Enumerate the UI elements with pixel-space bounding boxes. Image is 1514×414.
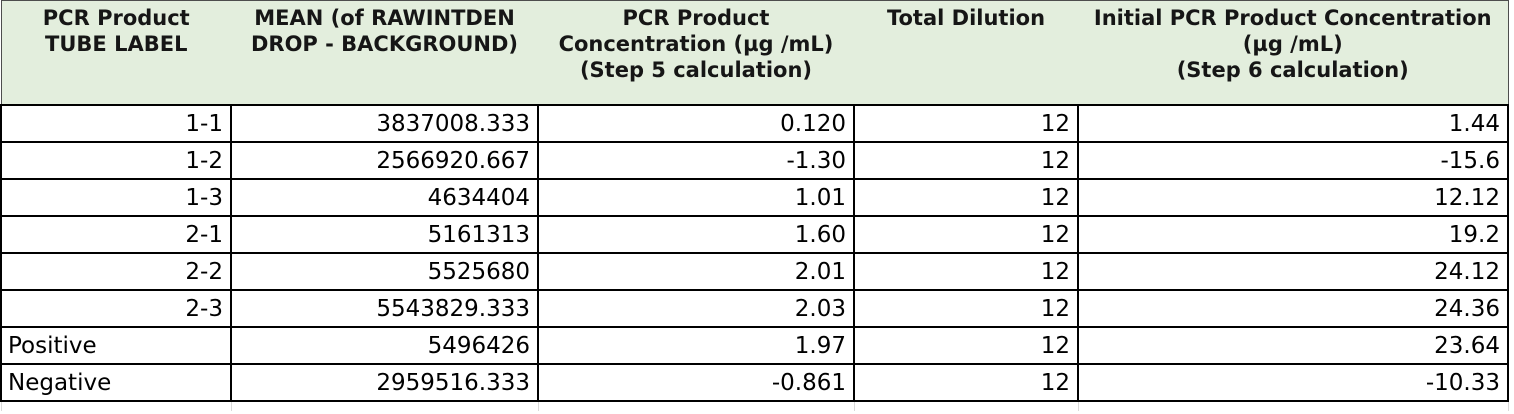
cell-initial-concentration[interactable]: 1.44 [1077,104,1509,143]
empty-cell[interactable] [0,400,232,411]
cell-total-dilution[interactable]: 12 [853,289,1079,328]
cell-total-dilution[interactable]: 12 [853,363,1079,402]
header-line: PCR Product [42,6,190,30]
header-line: (µg /mL) [1242,32,1343,56]
cell-pcr-concentration[interactable]: 1.01 [537,178,855,217]
cell-initial-concentration[interactable]: 24.36 [1077,289,1509,328]
table-row: 1-1 3837008.333 0.120 12 1.44 [0,104,1509,143]
header-line: Initial PCR Product Concentration [1093,6,1492,30]
cell-total-dilution[interactable]: 12 [853,215,1079,254]
header-line: DROP - BACKGROUND) [250,32,519,56]
header-line: (Step 5 calculation) [579,58,813,82]
cell-tube-label[interactable]: 1-1 [0,104,232,143]
header-line: Concentration (µg /mL) [558,32,834,56]
cell-initial-concentration[interactable]: 12.12 [1077,178,1509,217]
cell-mean[interactable]: 2959516.333 [230,363,539,402]
cell-total-dilution[interactable]: 12 [853,252,1079,291]
header-line: TUBE LABEL [45,32,188,56]
cell-mean[interactable]: 5161313 [230,215,539,254]
cell-total-dilution[interactable]: 12 [853,104,1079,143]
column-header-mean[interactable]: MEAN (of RAWINTDEN DROP - BACKGROUND) [231,0,538,105]
empty-cell[interactable] [537,400,855,411]
cell-pcr-concentration[interactable]: -1.30 [537,141,855,180]
partial-next-row [0,400,1509,411]
cell-pcr-concentration[interactable]: 0.120 [537,104,855,143]
cell-mean[interactable]: 4634404 [230,178,539,217]
cell-mean[interactable]: 2566920.667 [230,141,539,180]
cell-pcr-concentration[interactable]: -0.861 [537,363,855,402]
cell-mean[interactable]: 5543829.333 [230,289,539,328]
cell-tube-label[interactable]: 2-3 [0,289,232,328]
empty-cell[interactable] [1077,400,1509,411]
cell-pcr-concentration[interactable]: 2.01 [537,252,855,291]
cell-total-dilution[interactable]: 12 [853,178,1079,217]
header-line: Total Dilution [886,6,1046,30]
cell-initial-concentration[interactable]: 19.2 [1077,215,1509,254]
cell-mean[interactable]: 5525680 [230,252,539,291]
cell-total-dilution[interactable]: 12 [853,141,1079,180]
cell-initial-concentration[interactable]: -15.6 [1077,141,1509,180]
column-header-tube-label[interactable]: PCR Product TUBE LABEL [0,0,231,105]
cell-tube-label[interactable]: 1-2 [0,141,232,180]
table-row: 2-1 5161313 1.60 12 19.2 [0,215,1509,254]
cell-tube-label[interactable]: Negative [0,363,232,402]
column-header-initial-concentration[interactable]: Initial PCR Product Concentration (µg /m… [1078,0,1509,105]
table-row: 1-3 4634404 1.01 12 12.12 [0,178,1509,217]
table-row: Positive 5496426 1.97 12 23.64 [0,326,1509,365]
cell-tube-label[interactable]: 2-2 [0,252,232,291]
table-row: 2-2 5525680 2.01 12 24.12 [0,252,1509,291]
empty-cell[interactable] [230,400,539,411]
header-line: (Step 6 calculation) [1176,58,1409,82]
cell-initial-concentration[interactable]: -10.33 [1077,363,1509,402]
column-header-pcr-concentration[interactable]: PCR Product Concentration (µg /mL) (Step… [538,0,854,105]
cell-mean[interactable]: 3837008.333 [230,104,539,143]
cell-mean[interactable]: 5496426 [230,326,539,365]
empty-cell[interactable] [853,400,1079,411]
table-row: Negative 2959516.333 -0.861 12 -10.33 [0,363,1509,402]
header-line: PCR Product [622,6,770,30]
cell-total-dilution[interactable]: 12 [853,326,1079,365]
cell-initial-concentration[interactable]: 24.12 [1077,252,1509,291]
cell-pcr-concentration[interactable]: 1.60 [537,215,855,254]
column-header-total-dilution[interactable]: Total Dilution [854,0,1078,105]
table-row: 2-3 5543829.333 2.03 12 24.36 [0,289,1509,328]
table-row: 1-2 2566920.667 -1.30 12 -15.6 [0,141,1509,180]
cell-initial-concentration[interactable]: 23.64 [1077,326,1509,365]
cell-tube-label[interactable]: 1-3 [0,178,232,217]
header-row: PCR Product TUBE LABEL MEAN (of RAWINTDE… [0,0,1509,105]
cell-pcr-concentration[interactable]: 2.03 [537,289,855,328]
cell-tube-label[interactable]: 2-1 [0,215,232,254]
header-line: MEAN (of RAWINTDEN [254,6,515,30]
cell-pcr-concentration[interactable]: 1.97 [537,326,855,365]
cell-tube-label[interactable]: Positive [0,326,232,365]
